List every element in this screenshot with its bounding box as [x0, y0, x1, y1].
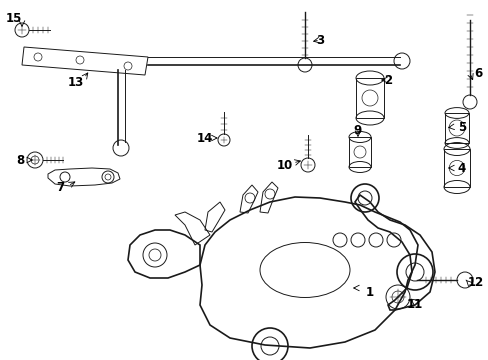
Text: 7: 7: [56, 180, 64, 194]
Bar: [444, 113, 468, 143]
Text: 2: 2: [383, 73, 391, 86]
Text: 3: 3: [315, 33, 324, 46]
Text: 1: 1: [365, 285, 373, 298]
Text: 11: 11: [406, 298, 422, 311]
Text: 5: 5: [457, 121, 465, 134]
Bar: [348, 137, 370, 167]
Text: 9: 9: [353, 123, 362, 136]
Text: 6: 6: [473, 67, 481, 80]
Bar: [355, 78, 383, 118]
Text: 13: 13: [68, 76, 84, 89]
Text: 14: 14: [196, 131, 213, 144]
Text: 4: 4: [457, 162, 465, 175]
Text: 10: 10: [276, 158, 292, 171]
Text: 15: 15: [6, 12, 22, 24]
Text: 8: 8: [16, 153, 24, 166]
Bar: [443, 149, 469, 187]
Text: 12: 12: [467, 275, 483, 288]
